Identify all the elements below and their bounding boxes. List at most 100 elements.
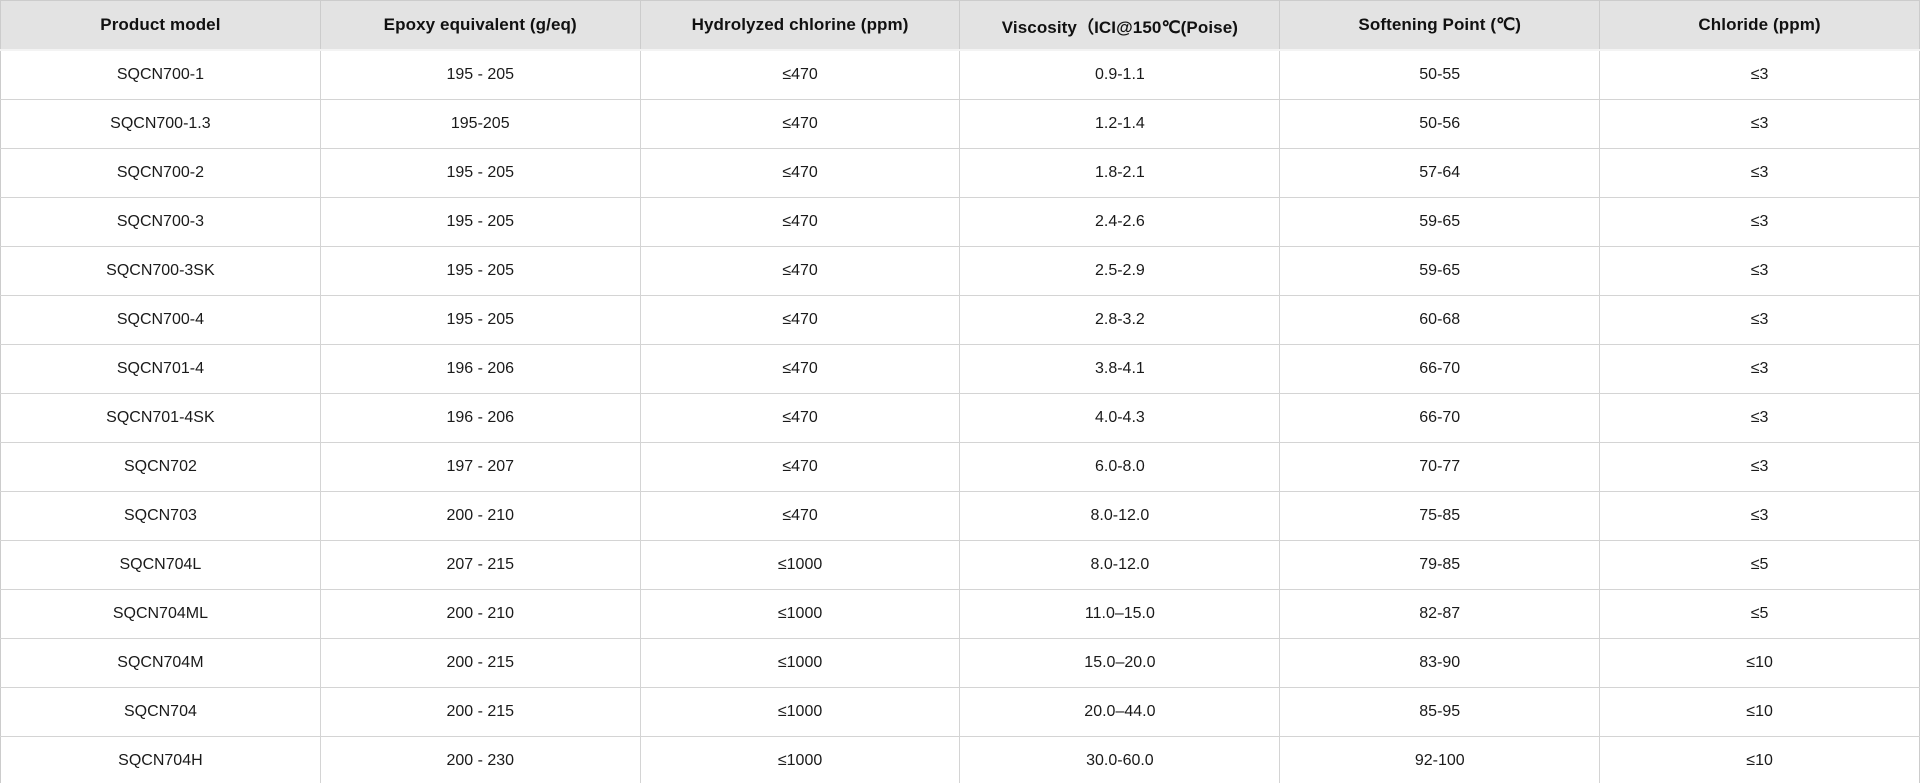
header-epoxy-equivalent: Epoxy equivalent (g/eq) bbox=[319, 0, 641, 51]
table-cell: 57-64 bbox=[1279, 148, 1601, 198]
table-cell: 195-205 bbox=[319, 99, 641, 149]
table-cell: SQCN701-4 bbox=[0, 344, 321, 394]
table-cell: SQCN701-4SK bbox=[0, 393, 321, 443]
table-cell: ≤3 bbox=[1599, 393, 1920, 443]
table-cell: ≤470 bbox=[639, 393, 961, 443]
table-cell: ≤1000 bbox=[639, 589, 961, 639]
header-hydrolyzed-chlorine: Hydrolyzed chlorine (ppm) bbox=[639, 0, 961, 51]
table-row: SQCN704L 207 - 215 ≤1000 8.0-12.0 79-85 ≤5 bbox=[0, 540, 1920, 590]
table-cell: ≤3 bbox=[1599, 442, 1920, 492]
header-product-model: Product model bbox=[0, 0, 321, 51]
table-cell: SQCN703 bbox=[0, 491, 321, 541]
table-cell: ≤5 bbox=[1599, 589, 1920, 639]
table-row: SQCN704M 200 - 215 ≤1000 15.0–20.0 83-90 ≤10 bbox=[0, 638, 1920, 688]
table-cell: 197 - 207 bbox=[319, 442, 641, 492]
table-cell: 82-87 bbox=[1279, 589, 1601, 639]
table-cell: 2.8-3.2 bbox=[959, 295, 1281, 345]
table-cell: SQCN704L bbox=[0, 540, 321, 590]
table-cell: 59-65 bbox=[1279, 246, 1601, 296]
table-cell: ≤3 bbox=[1599, 491, 1920, 541]
table-cell: 1.8-2.1 bbox=[959, 148, 1281, 198]
table-cell: 66-70 bbox=[1279, 344, 1601, 394]
table-cell: 92-100 bbox=[1279, 736, 1601, 783]
table-cell: 196 - 206 bbox=[319, 344, 641, 394]
table-cell: 196 - 206 bbox=[319, 393, 641, 443]
table-cell: 50-55 bbox=[1279, 49, 1601, 100]
table-cell: SQCN700-1.3 bbox=[0, 99, 321, 149]
table-cell: SQCN700-3SK bbox=[0, 246, 321, 296]
table-cell: 6.0-8.0 bbox=[959, 442, 1281, 492]
table-cell: SQCN700-2 bbox=[0, 148, 321, 198]
header-viscosity: Viscosity（ICI@150℃(Poise) bbox=[959, 0, 1281, 51]
header-softening-point: Softening Point (℃) bbox=[1279, 0, 1601, 51]
table-cell: ≤3 bbox=[1599, 99, 1920, 149]
table-row: SQCN704H 200 - 230 ≤1000 30.0-60.0 92-100 ≤10 bbox=[0, 736, 1920, 783]
table-row: SQCN700-3SK 195 - 205 ≤470 2.5-2.9 59-65 ≤3 bbox=[0, 246, 1920, 296]
table-cell: 30.0-60.0 bbox=[959, 736, 1281, 783]
table-cell: 8.0-12.0 bbox=[959, 491, 1281, 541]
table-cell: 1.2-1.4 bbox=[959, 99, 1281, 149]
table-cell: 60-68 bbox=[1279, 295, 1601, 345]
table-cell: 0.9-1.1 bbox=[959, 49, 1281, 100]
table-cell: 20.0–44.0 bbox=[959, 687, 1281, 737]
table-cell: ≤5 bbox=[1599, 540, 1920, 590]
table-cell: 207 - 215 bbox=[319, 540, 641, 590]
table-cell: ≤470 bbox=[639, 295, 961, 345]
table-cell: 79-85 bbox=[1279, 540, 1601, 590]
table-cell: 200 - 215 bbox=[319, 638, 641, 688]
table-cell: ≤470 bbox=[639, 99, 961, 149]
table-cell: 50-56 bbox=[1279, 99, 1601, 149]
table-row: SQCN700-3 195 - 205 ≤470 2.4-2.6 59-65 ≤3 bbox=[0, 197, 1920, 247]
table-cell: SQCN704ML bbox=[0, 589, 321, 639]
table-row: SQCN700-4 195 - 205 ≤470 2.8-3.2 60-68 ≤3 bbox=[0, 295, 1920, 345]
table-cell: ≤470 bbox=[639, 491, 961, 541]
table-row: SQCN700-1 195 - 205 ≤470 0.9-1.1 50-55 ≤3 bbox=[0, 49, 1920, 100]
table-cell: ≤3 bbox=[1599, 246, 1920, 296]
table-cell: ≤1000 bbox=[639, 540, 961, 590]
header-row: Product model Epoxy equivalent (g/eq) Hy… bbox=[0, 0, 1920, 51]
table-cell: 8.0-12.0 bbox=[959, 540, 1281, 590]
table-header: Product model Epoxy equivalent (g/eq) Hy… bbox=[0, 0, 1920, 51]
table-row: SQCN701-4 196 - 206 ≤470 3.8-4.1 66-70 ≤3 bbox=[0, 344, 1920, 394]
table-cell: ≤470 bbox=[639, 246, 961, 296]
table-cell: 66-70 bbox=[1279, 393, 1601, 443]
table-cell: 195 - 205 bbox=[319, 246, 641, 296]
table-row: SQCN704ML 200 - 210 ≤1000 11.0–15.0 82-87 ≤5 bbox=[0, 589, 1920, 639]
table-cell: 2.5-2.9 bbox=[959, 246, 1281, 296]
table-cell: ≤470 bbox=[639, 442, 961, 492]
table-cell: 75-85 bbox=[1279, 491, 1601, 541]
table-row: SQCN703 200 - 210 ≤470 8.0-12.0 75-85 ≤3 bbox=[0, 491, 1920, 541]
table-cell: SQCN700-1 bbox=[0, 49, 321, 100]
table-cell: 83-90 bbox=[1279, 638, 1601, 688]
table-cell: ≤470 bbox=[639, 49, 961, 100]
table-row: SQCN701-4SK 196 - 206 ≤470 4.0-4.3 66-70 ≤3 bbox=[0, 393, 1920, 443]
table-cell: 195 - 205 bbox=[319, 148, 641, 198]
table-cell: ≤10 bbox=[1599, 687, 1920, 737]
table-cell: 200 - 215 bbox=[319, 687, 641, 737]
table-row: SQCN702 197 - 207 ≤470 6.0-8.0 70-77 ≤3 bbox=[0, 442, 1920, 492]
table-cell: 2.4-2.6 bbox=[959, 197, 1281, 247]
table-cell: ≤1000 bbox=[639, 687, 961, 737]
table-cell: ≤470 bbox=[639, 197, 961, 247]
table-cell: 200 - 210 bbox=[319, 589, 641, 639]
table-cell: ≤470 bbox=[639, 148, 961, 198]
table-cell: SQCN704 bbox=[0, 687, 321, 737]
table-cell: 85-95 bbox=[1279, 687, 1601, 737]
table-cell: ≤1000 bbox=[639, 638, 961, 688]
table-cell: 195 - 205 bbox=[319, 295, 641, 345]
table-cell: ≤3 bbox=[1599, 197, 1920, 247]
table-cell: ≤10 bbox=[1599, 736, 1920, 783]
table-cell: 4.0-4.3 bbox=[959, 393, 1281, 443]
table-cell: 200 - 210 bbox=[319, 491, 641, 541]
table-cell: SQCN702 bbox=[0, 442, 321, 492]
table-cell: ≤3 bbox=[1599, 344, 1920, 394]
table-cell: ≤470 bbox=[639, 344, 961, 394]
table-cell: 11.0–15.0 bbox=[959, 589, 1281, 639]
table-row: SQCN700-2 195 - 205 ≤470 1.8-2.1 57-64 ≤3 bbox=[0, 148, 1920, 198]
table-cell: ≤3 bbox=[1599, 295, 1920, 345]
table-row: SQCN700-1.3 195-205 ≤470 1.2-1.4 50-56 ≤3 bbox=[0, 99, 1920, 149]
table-cell: ≤1000 bbox=[639, 736, 961, 783]
table-row: SQCN704 200 - 215 ≤1000 20.0–44.0 85-95 ≤10 bbox=[0, 687, 1920, 737]
